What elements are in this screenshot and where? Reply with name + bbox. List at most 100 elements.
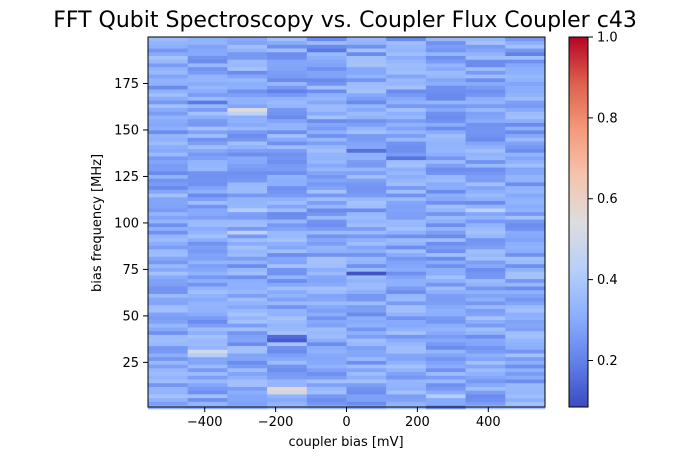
heatmap-cell: [346, 241, 387, 246]
heatmap-cell: [227, 222, 268, 228]
heatmap-cell: [148, 159, 189, 164]
heatmap-cell: [505, 182, 546, 187]
colorbar-tick-label: 0.4: [597, 273, 618, 288]
heatmap-cell: [465, 382, 506, 387]
heatmap-cell: [148, 364, 189, 369]
heatmap-cell: [505, 271, 546, 276]
heatmap-cell: [425, 230, 466, 235]
heatmap-cell: [306, 375, 347, 380]
heatmap-cell: [187, 122, 228, 127]
heatmap-cell: [306, 289, 347, 294]
heatmap-cell: [267, 349, 308, 354]
heatmap-cell: [346, 204, 387, 209]
heatmap-cell: [465, 215, 506, 220]
heatmap-cell: [148, 122, 189, 127]
heatmap-cell: [148, 115, 189, 120]
heatmap-cell: [425, 393, 466, 399]
heatmap-cell: [346, 286, 387, 291]
heatmap-cell: [148, 327, 189, 332]
heatmap-cell: [386, 167, 427, 172]
heatmap-cell: [187, 70, 228, 75]
heatmap-cell: [187, 230, 228, 235]
heatmap-cell: [505, 382, 546, 387]
heatmap-cell: [148, 51, 189, 56]
heatmap-cell: [306, 401, 347, 406]
heatmap-cell: [148, 393, 189, 399]
heatmap-cell: [386, 115, 427, 120]
heatmap-cell: [425, 63, 466, 68]
heatmap-cell: [425, 341, 466, 347]
heatmap-cell: [187, 44, 228, 49]
heatmap-cell: [505, 118, 546, 123]
heatmap-cell: [465, 304, 506, 309]
heatmap-cell: [465, 211, 506, 216]
heatmap-cell: [465, 40, 506, 45]
heatmap-cell: [227, 100, 268, 105]
heatmap-cell: [148, 338, 189, 343]
heatmap-cell: [267, 319, 308, 324]
heatmap-cell: [465, 356, 506, 361]
heatmap-cell: [227, 133, 268, 138]
heatmap-cell: [227, 338, 268, 343]
heatmap-cell: [425, 248, 466, 254]
heatmap-cell: [505, 256, 546, 261]
heatmap-cell: [346, 167, 387, 172]
heatmap-cell: [386, 163, 427, 168]
heatmap-cell: [187, 341, 228, 347]
heatmap-cell: [306, 200, 347, 205]
heatmap-cell: [346, 208, 387, 213]
heatmap-cell: [465, 122, 506, 127]
colorbar-axis: 0.2 0.4 0.6 0.8 1.0: [588, 31, 618, 369]
heatmap-cell: [148, 126, 189, 131]
heatmap-cell: [267, 103, 308, 109]
heatmap-cell: [465, 85, 506, 90]
heatmap-cell: [425, 375, 466, 380]
heatmap-cell: [346, 278, 387, 283]
heatmap-cell: [267, 59, 308, 64]
heatmap-cell: [306, 141, 347, 146]
heatmap-cell: [267, 401, 308, 406]
heatmap-cell: [465, 390, 506, 395]
heatmap-cell: [386, 349, 427, 354]
heatmap-cell: [227, 211, 268, 216]
heatmap-cell: [425, 148, 466, 153]
heatmap-cell: [505, 297, 546, 302]
heatmap-cell: [346, 338, 387, 343]
x-tick-label: −200: [258, 415, 294, 430]
heatmap-cell: [148, 103, 189, 109]
heatmap-cell: [267, 327, 308, 332]
heatmap-cell: [465, 271, 506, 276]
heatmap-cell: [227, 107, 268, 112]
heatmap-cell: [267, 137, 308, 142]
heatmap-cell: [346, 260, 387, 265]
heatmap-cell: [148, 245, 189, 250]
heatmap-cell: [148, 100, 189, 105]
heatmap-cell: [505, 222, 546, 228]
heatmap-cell: [505, 55, 546, 60]
heatmap-cell: [386, 297, 427, 302]
heatmap-cell: [346, 74, 387, 79]
heatmap-cell: [267, 301, 308, 306]
heatmap-cell: [346, 393, 387, 399]
colorbar-tick-label: 0.6: [597, 192, 618, 207]
heatmap-cell: [465, 364, 506, 369]
heatmap-cell: [346, 155, 387, 161]
heatmap-cell: [148, 386, 189, 391]
heatmap-cell: [187, 152, 228, 157]
heatmap-cell: [267, 334, 308, 339]
heatmap-cell: [148, 163, 189, 168]
heatmap-cell: [425, 304, 466, 309]
heatmap-cell: [346, 77, 387, 83]
heatmap-cell: [386, 170, 427, 175]
heatmap-cell: [465, 92, 506, 97]
heatmap-cell: [425, 107, 466, 112]
heatmap-cell: [505, 241, 546, 246]
heatmap-cell: [267, 85, 308, 90]
heatmap-cell: [346, 386, 387, 391]
y-axis: 25 50 75 100 125 150 175: [114, 77, 148, 371]
heatmap-cell: [505, 37, 546, 42]
heatmap-cell: [227, 371, 268, 376]
heatmap-cell: [425, 312, 466, 317]
heatmap-cell: [386, 304, 427, 309]
